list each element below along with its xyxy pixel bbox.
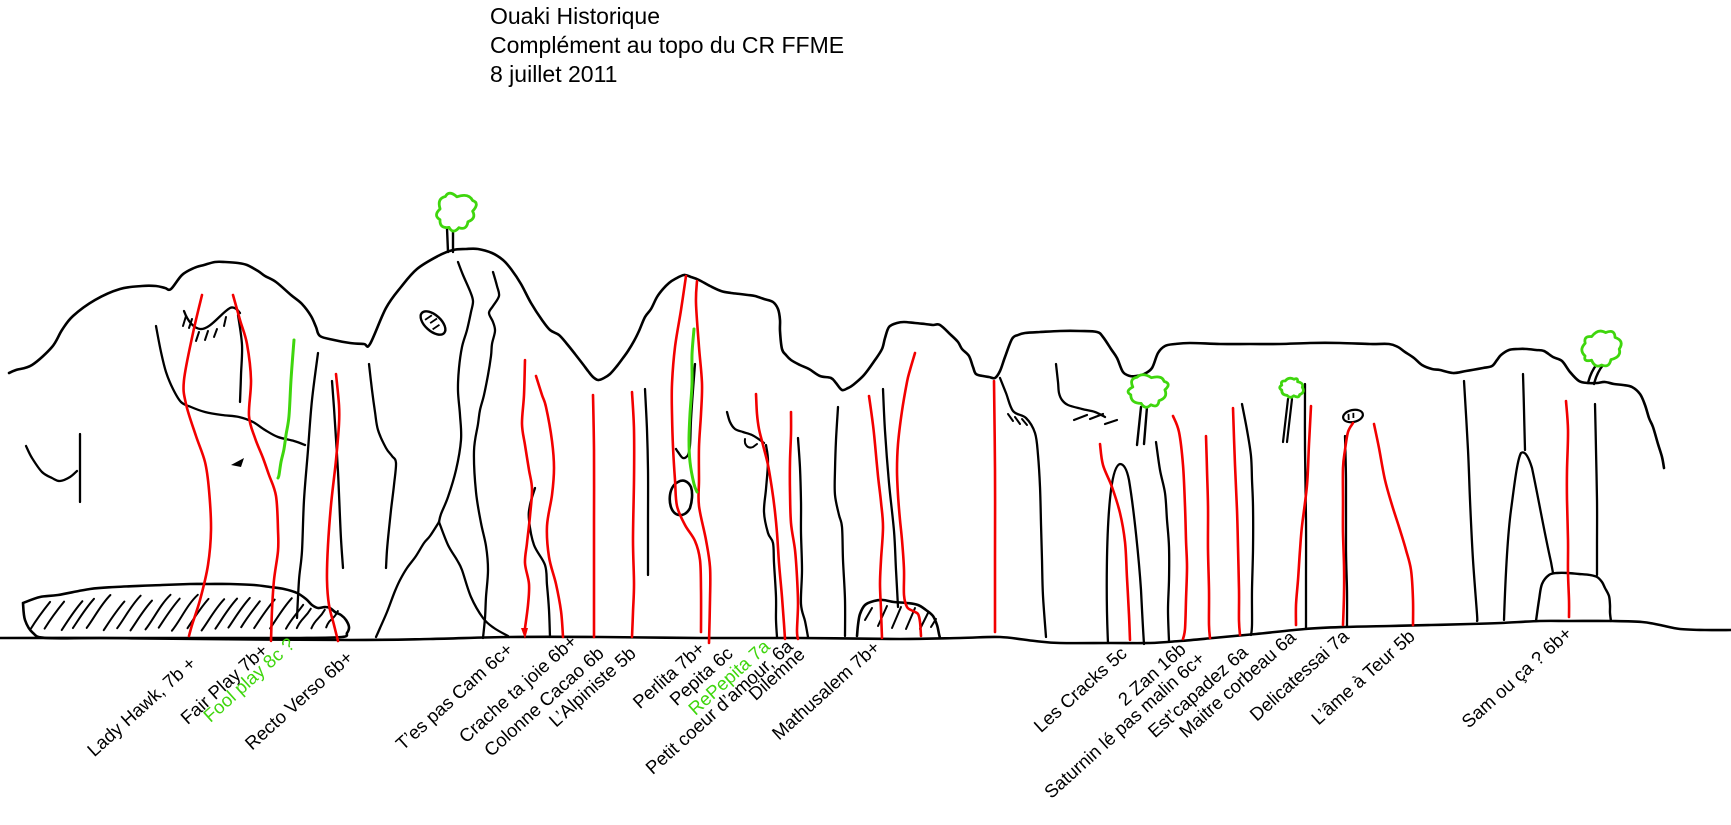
svg-text:Sam ou ça ? 6b+: Sam ou ça ? 6b+	[1457, 622, 1575, 732]
